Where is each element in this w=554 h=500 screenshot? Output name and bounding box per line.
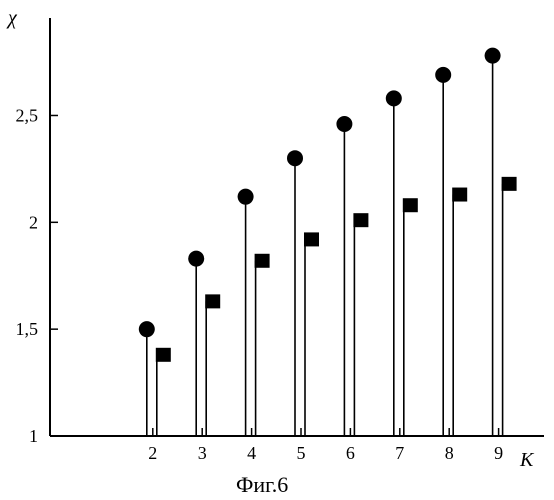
y-ticks: 1 1,5 2 2,5 — [16, 105, 59, 446]
square-point — [205, 294, 220, 308]
square-point — [452, 188, 467, 202]
y-tick-label: 2,5 — [16, 105, 39, 125]
x-axis-label: K — [519, 449, 535, 471]
y-tick-label: 1,5 — [16, 319, 39, 339]
x-tick-label: 7 — [395, 443, 404, 463]
circle-point — [188, 251, 204, 267]
square-point — [353, 213, 368, 227]
circle-point — [485, 48, 501, 64]
x-tick-label: 2 — [148, 443, 157, 463]
circle-point — [435, 67, 451, 83]
square-point — [255, 254, 270, 268]
y-tick-label: 2 — [29, 212, 38, 232]
figure-caption: Фиг.6 — [236, 472, 288, 497]
x-tick-label: 9 — [494, 443, 503, 463]
x-tick-label: 6 — [346, 443, 355, 463]
y-tick-label: 1 — [29, 426, 38, 446]
circle-point — [287, 150, 303, 166]
circle-point — [139, 321, 155, 337]
square-point — [304, 232, 319, 246]
x-tick-label: 4 — [247, 443, 256, 463]
circle-point — [336, 116, 352, 132]
circle-point — [238, 189, 254, 205]
square-point — [403, 198, 418, 212]
square-point — [502, 177, 517, 191]
x-tick-label: 8 — [445, 443, 454, 463]
stems — [147, 56, 503, 436]
x-ticks: 2 3 4 5 6 7 8 9 — [148, 428, 503, 463]
circle-point — [386, 90, 402, 106]
square-point — [156, 348, 171, 362]
x-tick-label: 5 — [297, 443, 306, 463]
x-tick-label: 3 — [198, 443, 207, 463]
y-axis-label: χ — [6, 7, 18, 29]
